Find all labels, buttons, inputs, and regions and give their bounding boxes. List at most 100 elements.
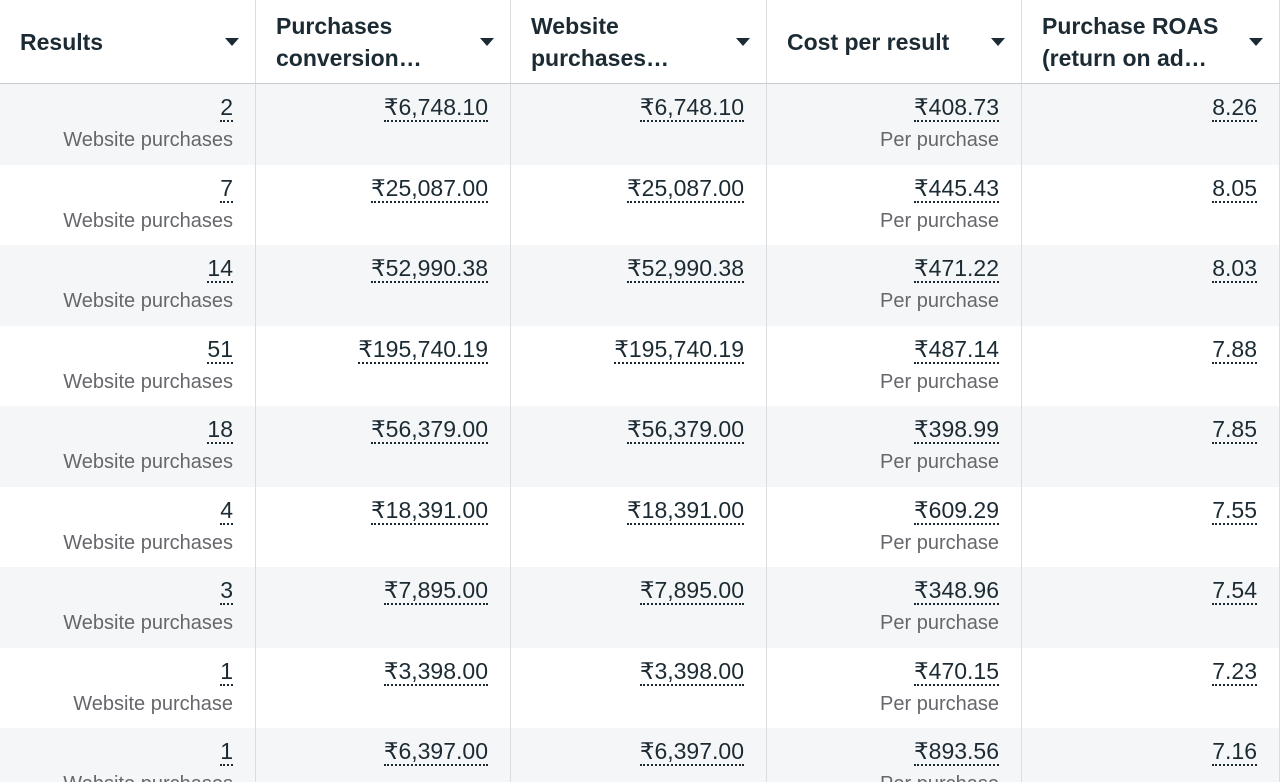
metric-value[interactable]: 1 (220, 738, 233, 766)
header-text: Purchase ROAS (return on ad… (1042, 12, 1219, 71)
metric-value[interactable]: ₹6,397.00 (383, 738, 488, 766)
metric-value[interactable]: ₹487.14 (914, 335, 999, 364)
header-text: Website purchases… (531, 12, 670, 71)
metric-value[interactable]: ₹471.22 (914, 255, 999, 283)
metric-value[interactable]: 7.55 (1212, 496, 1257, 525)
metric-value[interactable]: 14 (207, 255, 233, 283)
table-cell: ₹6,397.00 (256, 728, 511, 782)
cell-value: ₹487.14 (767, 334, 999, 364)
table-cell: ₹56,379.00 (256, 406, 511, 487)
table-cell: ₹487.14 Per purchase (767, 325, 1022, 407)
table-cell: ₹609.29 Per purchase (767, 486, 1022, 568)
table-cell: 7.54 (1022, 567, 1280, 648)
sort-dropdown-icon[interactable] (1249, 38, 1263, 46)
cell-value: ₹3,398.00 (256, 656, 488, 686)
metric-value[interactable]: 7.16 (1212, 738, 1257, 766)
header-text: Cost per result (787, 28, 950, 55)
column-header[interactable]: Results (0, 0, 256, 84)
metric-value[interactable]: ₹6,397.00 (639, 738, 744, 766)
metric-value[interactable]: ₹18,391.00 (627, 496, 744, 525)
table-cell: ₹3,398.00 (511, 647, 767, 729)
table-cell: ₹52,990.38 (256, 245, 511, 326)
column-header[interactable]: Purchases conversion… (256, 0, 511, 84)
table-row: 51 Website purchases ₹195,740.19 ₹195,740.1… (0, 325, 1280, 407)
cell-value: ₹470.15 (767, 656, 999, 686)
metric-value[interactable]: 1 (220, 657, 233, 686)
table-cell: ₹7,895.00 (256, 567, 511, 648)
metric-value[interactable]: ₹56,379.00 (371, 416, 488, 444)
table-row: 1 Website purchase ₹3,398.00 ₹3,398.00 ₹470.… (0, 647, 1280, 729)
table-row: 7 Website purchases ₹25,087.00 ₹25,087.00 ₹4… (0, 164, 1280, 246)
cell-value: ₹6,748.10 (256, 92, 488, 122)
column-header[interactable]: Purchase ROAS (return on ad… (1022, 0, 1280, 84)
metric-value[interactable]: ₹52,990.38 (371, 255, 488, 283)
metric-value[interactable]: ₹195,740.19 (614, 335, 744, 364)
header-text: Results (20, 28, 104, 55)
sort-dropdown-icon[interactable] (225, 38, 239, 46)
metric-value[interactable]: ₹25,087.00 (627, 174, 744, 203)
metric-value[interactable]: ₹52,990.38 (627, 255, 744, 283)
column-header[interactable]: Website purchases… (511, 0, 767, 84)
cell-value: ₹3,398.00 (511, 656, 744, 686)
table-cell: 18 Website purchases (0, 406, 256, 487)
table-cell: ₹7,895.00 (511, 567, 767, 648)
table-cell: ₹6,748.10 (511, 84, 767, 165)
metric-value[interactable]: 7.85 (1212, 416, 1257, 444)
metric-value[interactable]: 2 (220, 94, 233, 122)
metric-value[interactable]: ₹56,379.00 (627, 416, 744, 444)
metric-value[interactable]: ₹445.43 (914, 174, 999, 203)
metric-label: Per purchase (880, 531, 999, 554)
cell-value: 7.23 (1022, 656, 1257, 686)
metric-value[interactable]: 8.03 (1212, 255, 1257, 283)
column-header[interactable]: Cost per result (767, 0, 1022, 84)
sort-dropdown-icon[interactable] (736, 38, 750, 46)
metric-label: Website purchases (63, 370, 233, 393)
metric-value[interactable]: ₹398.99 (914, 416, 999, 444)
cell-value: 18 (0, 414, 233, 444)
metric-value[interactable]: ₹348.96 (914, 577, 999, 605)
metric-value[interactable]: 7 (220, 174, 233, 203)
metric-value[interactable]: ₹3,398.00 (639, 657, 744, 686)
metric-value[interactable]: ₹6,748.10 (639, 94, 744, 122)
metric-value[interactable]: ₹609.29 (914, 496, 999, 525)
metric-value[interactable]: 8.26 (1212, 94, 1257, 122)
sort-dropdown-icon[interactable] (480, 38, 494, 46)
metric-value[interactable]: 51 (207, 335, 233, 364)
metric-value[interactable]: 4 (220, 496, 233, 525)
table-row: 18 Website purchases ₹56,379.00 ₹56,379.00 ₹… (0, 406, 1280, 487)
metric-value[interactable]: 7.88 (1212, 335, 1257, 364)
cell-value: ₹445.43 (767, 173, 999, 203)
metric-value[interactable]: ₹893.56 (914, 738, 999, 766)
table-cell: ₹195,740.19 (256, 325, 511, 407)
table-cell: ₹56,379.00 (511, 406, 767, 487)
metric-value[interactable]: ₹408.73 (914, 94, 999, 122)
metric-value[interactable]: ₹6,748.10 (383, 94, 488, 122)
metric-value[interactable]: ₹7,895.00 (383, 577, 488, 605)
table-row: 2 Website purchases ₹6,748.10 ₹6,748.10 ₹408… (0, 84, 1280, 165)
metric-value[interactable]: 18 (207, 416, 233, 444)
metric-value[interactable]: ₹195,740.19 (358, 335, 488, 364)
sort-dropdown-icon[interactable] (991, 38, 1005, 46)
table-cell: 1 Website purchase (0, 647, 256, 729)
metric-value[interactable]: ₹470.15 (914, 657, 999, 686)
metric-value[interactable]: 7.23 (1212, 657, 1257, 686)
table-cell: 7.88 (1022, 325, 1280, 407)
metric-value[interactable]: ₹18,391.00 (371, 496, 488, 525)
metric-value[interactable]: 7.54 (1212, 577, 1257, 605)
cell-value: ₹56,379.00 (256, 414, 488, 444)
metric-value[interactable]: 8.05 (1212, 174, 1257, 203)
cell-value: ₹7,895.00 (511, 575, 744, 605)
table-cell: 51 Website purchases (0, 325, 256, 407)
cell-value: 8.05 (1022, 173, 1257, 203)
table-cell: 1 Website purchases (0, 728, 256, 782)
metric-value[interactable]: ₹7,895.00 (639, 577, 744, 605)
cell-value: 7.54 (1022, 575, 1257, 605)
cell-value: ₹408.73 (767, 92, 999, 122)
cell-value: 7 (0, 173, 233, 203)
table-cell: ₹6,748.10 (256, 84, 511, 165)
metric-value[interactable]: ₹25,087.00 (371, 174, 488, 203)
metric-value[interactable]: ₹3,398.00 (383, 657, 488, 686)
table-cell: 7 Website purchases (0, 164, 256, 246)
metric-value[interactable]: 3 (220, 577, 233, 605)
